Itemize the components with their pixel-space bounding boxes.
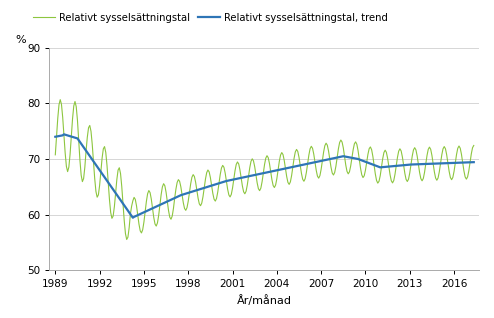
Relativt sysselsättningstal, trend: [61, 132, 67, 136]
Relativt sysselsättningstal, trend: [243, 175, 249, 179]
Relativt sysselsättningstal: [52, 153, 58, 157]
Relativt sysselsättningstal: [471, 143, 477, 147]
Relativt sysselsättningstal: [124, 238, 129, 241]
Relativt sysselsättningstal, trend: [471, 160, 477, 164]
Relativt sysselsättningstal: [77, 158, 83, 162]
Relativt sysselsättningstal, trend: [150, 206, 156, 210]
Line: Relativt sysselsättningstal: Relativt sysselsättningstal: [55, 100, 474, 239]
X-axis label: År/månad: År/månad: [237, 295, 292, 306]
Relativt sysselsättningstal: [243, 190, 249, 193]
Relativt sysselsättningstal, trend: [130, 216, 136, 220]
Text: %: %: [15, 36, 26, 45]
Relativt sysselsättningstal, trend: [423, 162, 429, 166]
Relativt sysselsättningstal, trend: [92, 161, 98, 165]
Relativt sysselsättningstal: [92, 176, 98, 180]
Relativt sysselsättningstal: [413, 148, 419, 152]
Relativt sysselsättningstal, trend: [413, 162, 419, 166]
Relativt sysselsättningstal, trend: [77, 140, 83, 144]
Legend: Relativt sysselsättningstal, Relativt sysselsättningstal, trend: Relativt sysselsättningstal, Relativt sy…: [33, 13, 388, 23]
Relativt sysselsättningstal: [423, 162, 429, 166]
Relativt sysselsättningstal: [57, 98, 63, 101]
Relativt sysselsättningstal: [150, 206, 156, 210]
Relativt sysselsättningstal, trend: [52, 135, 58, 139]
Line: Relativt sysselsättningstal, trend: Relativt sysselsättningstal, trend: [55, 134, 474, 218]
